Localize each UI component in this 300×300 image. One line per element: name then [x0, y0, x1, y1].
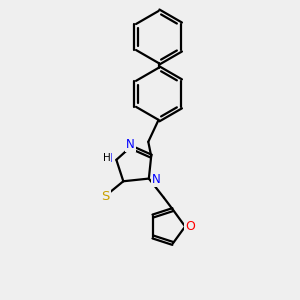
Text: O: O: [185, 220, 195, 233]
Text: N: N: [126, 138, 135, 151]
Text: H: H: [103, 153, 111, 163]
Text: N: N: [152, 173, 161, 186]
Text: N: N: [104, 152, 113, 165]
Text: S: S: [101, 190, 110, 203]
